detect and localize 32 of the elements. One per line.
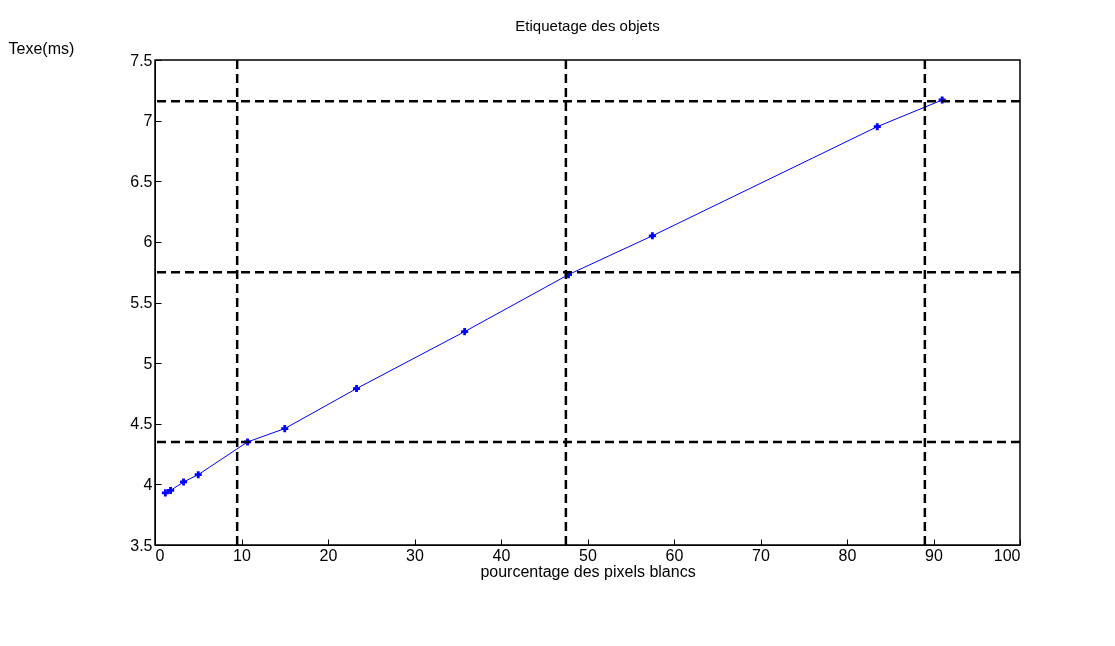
x-tick-label: 40 [492, 546, 511, 564]
x-tick-label: 30 [406, 546, 424, 564]
y-tick-label: 4 [143, 475, 153, 493]
y-tick-label: 6.5 [130, 172, 153, 190]
point [873, 123, 881, 131]
x-tick-label: 80 [838, 546, 857, 564]
point [648, 232, 656, 240]
x-tick-label: 10 [233, 546, 251, 564]
y-tick-label: 7.5 [130, 51, 153, 69]
x-tick-label: 0 [155, 546, 165, 564]
y-tick-label: 4.5 [130, 415, 153, 433]
y-tick-label: 6 [143, 233, 153, 251]
x-tick-label: 90 [925, 546, 943, 564]
y-tick-label: 3.5 [130, 536, 153, 554]
y-axis-title: Texe(ms) [8, 39, 75, 57]
x-tick-label: 70 [752, 546, 770, 564]
x-tick-label: 100 [993, 546, 1021, 564]
x-tick-label: 20 [319, 546, 338, 564]
y-tick-label: 7 [143, 112, 153, 130]
point [167, 486, 175, 494]
x-axis-title: pourcentage des pixels blancs [480, 562, 696, 580]
point [180, 478, 188, 486]
point [194, 471, 202, 479]
point [353, 385, 361, 393]
point [281, 425, 289, 433]
y-tick-label: 5 [143, 354, 153, 372]
point [461, 328, 469, 336]
x-tick-label: 60 [665, 546, 684, 564]
point [161, 489, 169, 497]
y-tick-label: 5.5 [130, 294, 153, 311]
chart-title: Etiquetage des objets [515, 17, 660, 34]
x-tick-label: 50 [579, 546, 597, 564]
